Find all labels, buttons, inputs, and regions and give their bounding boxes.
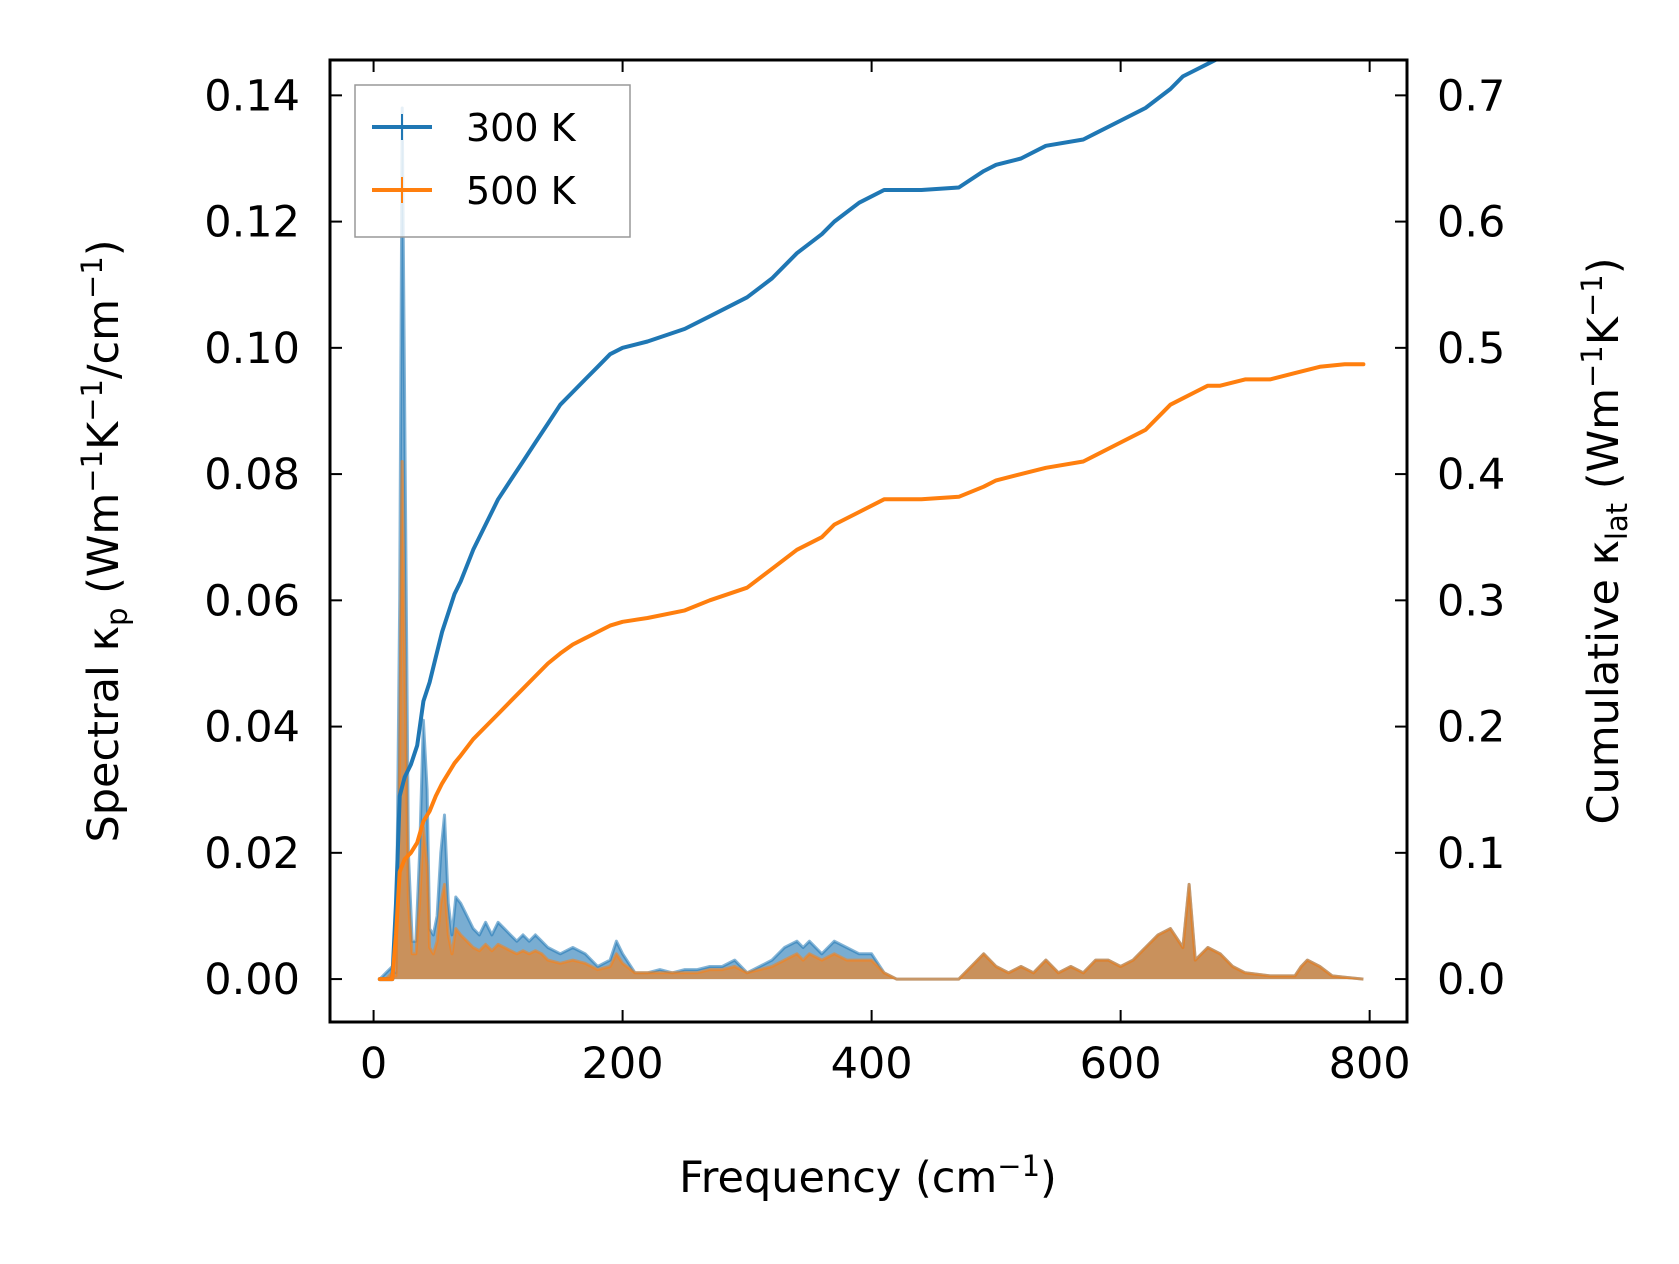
y-tick-label-left-7: 0.14 [204,71,300,121]
y-tick-label-right-3: 0.3 [1437,576,1505,626]
y-axis-label-left-part-3: −1 [75,450,109,493]
y-axis-label-left-part-0: Spectral κ [79,626,129,843]
y-tick-label-right-1: 0.1 [1437,829,1505,879]
cumulative-500k-line [377,362,1366,982]
cumulative-300k-line [377,60,1220,982]
y-axis-label-left-part-7: −1 [75,256,109,299]
y-tick-label-left-4: 0.08 [204,450,300,500]
x-axis-label-part-1: −1 [997,1149,1040,1183]
y-tick-label-left-0: 0.00 [204,955,300,1005]
legend: 300 K 500 K [354,84,631,238]
spectral-500k-line [379,460,1364,981]
x-tick-label-3: 600 [1080,1039,1162,1089]
y-tick-label-right-2: 0.2 [1437,703,1505,753]
x-tick-label-4: 800 [1329,1039,1411,1089]
y-axis-label-right-part-4: K [1579,315,1629,345]
y-axis-label-right-part-1: lat [1600,503,1634,540]
y-axis-label-right-part-0: Cumulative κ [1579,540,1629,824]
legend-label-300k: 300 K [466,106,577,150]
y-tick-label-left-1: 0.02 [204,829,300,879]
x-axis-label-part-2: ) [1040,1153,1057,1203]
y-axis-label-left: Spectral κp (Wm−1K−1/cm−1) [75,239,134,842]
y-axis-label-right: Cumulative κlat (Wm−1K−1) [1575,258,1634,825]
y-tick-label-right-5: 0.5 [1437,324,1505,374]
legend-box [354,84,631,238]
y-axis-label-left-part-5: −1 [75,379,109,422]
y-axis-label-right-part-2: (Wm [1579,388,1629,503]
y-axis-label-right-part-6: ) [1579,258,1629,275]
y-axis-label-left-part-4: K [79,420,129,450]
y-axis-label-right-part-5: −1 [1575,274,1609,317]
y-tick-label-left-6: 0.12 [204,198,300,248]
series-layer [377,60,1366,982]
spectral-layer [378,106,1364,981]
y-tick-label-left-3: 0.06 [204,576,300,626]
y-tick-label-right-7: 0.7 [1437,71,1505,121]
x-axis-label-part-0: Frequency (cm [679,1153,997,1203]
x-tick-label-2: 400 [831,1039,913,1089]
x-tick-label-1: 200 [582,1039,664,1089]
y-axis-label-left-part-6: /cm [79,299,129,379]
plot-frame [328,58,1409,1024]
y-axis-label-left-part-2: (Wm [79,493,129,608]
x-tick-label-0: 0 [360,1039,387,1089]
x-axis-label: Frequency (cm−1) [679,1149,1057,1203]
y-tick-label-left-5: 0.10 [204,324,300,374]
y-tick-label-right-4: 0.4 [1437,450,1505,500]
y-tick-label-right-6: 0.6 [1437,198,1505,248]
legend-label-500k: 500 K [466,169,577,213]
y-tick-label-right-0: 0.0 [1437,955,1505,1005]
y-axis-label-left-part-8: ) [79,239,129,256]
ticks-layer: 0 200 400 600 800 0.00 0.02 0.04 0.06 0.08 0.10 0.1… [204,60,1505,1089]
y-axis-label-left-part-1: p [100,608,134,626]
y-tick-label-left-2: 0.04 [204,703,300,753]
y-axis-label-right-part-3: −1 [1575,345,1609,388]
